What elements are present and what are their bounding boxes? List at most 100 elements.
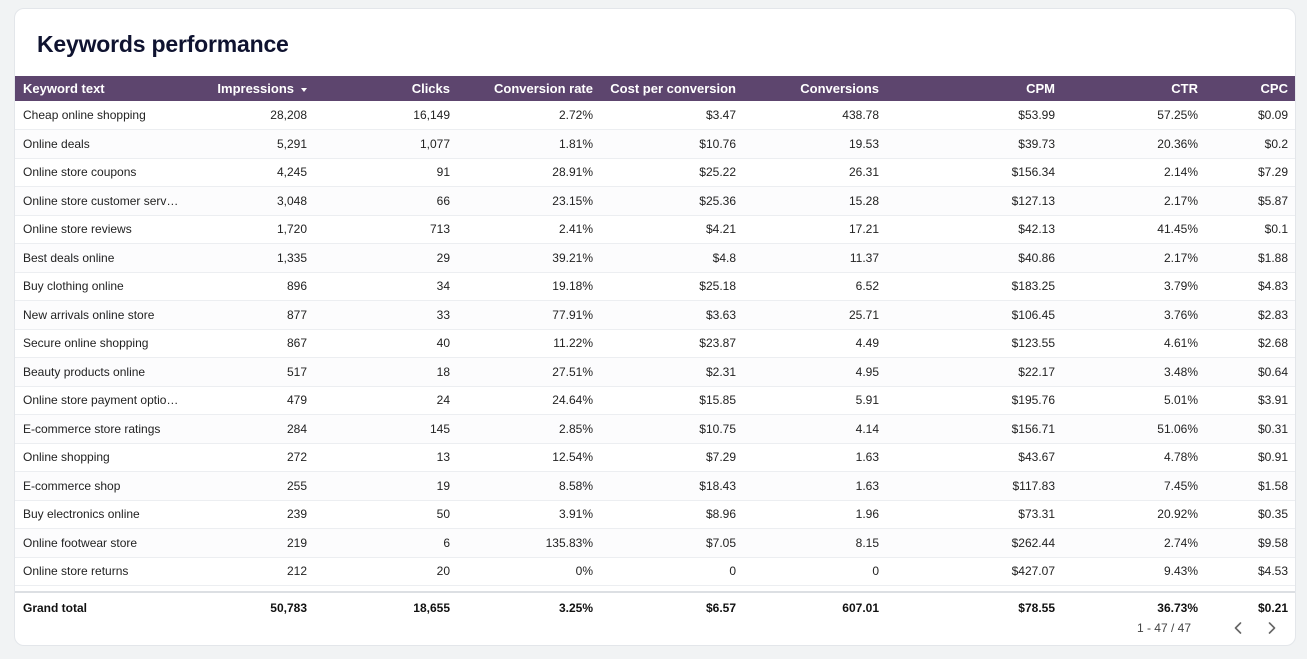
column-header-cpc[interactable]: CPC xyxy=(1206,76,1295,101)
cell-cost-per-conversion: $25.22 xyxy=(601,158,744,187)
cell-ctr: 3.76% xyxy=(1063,300,1206,330)
table-row[interactable]: Beauty products online 517 18 27.51% $2.31 4.… xyxy=(15,357,1295,387)
cell-keyword-text: Online footwear store xyxy=(15,528,193,558)
table-row[interactable]: Secure online shopping 867 40 11.22% $23.87 4… xyxy=(15,329,1295,358)
cell-cost-per-conversion: $2.31 xyxy=(601,357,744,387)
cell-conversion-rate: 19.18% xyxy=(458,272,601,301)
cell-conversion-rate: 28.91% xyxy=(458,158,601,187)
table-row[interactable]: Online shopping 272 13 12.54% $7.29 1.63 $43.6… xyxy=(15,443,1295,472)
table-row[interactable]: Buy electronics online 239 50 3.91% $8.96 1.9… xyxy=(15,500,1295,529)
cell-clicks: 713 xyxy=(315,215,458,244)
column-header-conversion-rate[interactable]: Conversion rate xyxy=(458,76,601,101)
cell-conversions: 19.53 xyxy=(744,129,887,159)
table-row[interactable]: New arrivals online store 877 33 77.91% $3.6… xyxy=(15,300,1295,330)
cell-conversion-rate: 11.22% xyxy=(458,329,601,358)
cell-cpm: $106.45 xyxy=(887,300,1063,330)
total-cost-per-conversion: $6.57 xyxy=(601,590,744,620)
table-row[interactable]: Online store returns 212 20 0% 0 0 $427.07 9.43… xyxy=(15,557,1295,586)
cell-clicks: 91 xyxy=(315,158,458,187)
cell-cost-per-conversion: $3.63 xyxy=(601,300,744,330)
cell-ctr: 41.45% xyxy=(1063,215,1206,244)
table-row[interactable]: E-commerce shop 255 19 8.58% $18.43 1.63 $117.… xyxy=(15,471,1295,501)
cell-cpc: $0.91 xyxy=(1206,443,1295,472)
column-header-label: Keyword text xyxy=(23,81,105,96)
pagination-range: 1 - 47 / 47 xyxy=(1136,621,1191,635)
cell-cost-per-conversion: $25.18 xyxy=(601,272,744,301)
table-header-row: Keyword text Impressions Clicks Conversi… xyxy=(15,76,1295,101)
cell-ctr: 51.06% xyxy=(1063,414,1206,444)
sort-descending-icon[interactable] xyxy=(301,87,307,92)
table-row[interactable]: Online store reviews 1,720 713 2.41% $4.21 17… xyxy=(15,215,1295,244)
total-conversion-rate: 3.25% xyxy=(458,590,601,620)
cell-conversion-rate: 2.72% xyxy=(458,101,601,130)
table-row[interactable]: Cheap online shopping 28,208 16,149 2.72% $3… xyxy=(15,101,1295,130)
cell-cpm: $195.76 xyxy=(887,386,1063,415)
table-row[interactable]: Online deals 5,291 1,077 1.81% $10.76 19.53 $3… xyxy=(15,129,1295,159)
chevron-right-icon[interactable] xyxy=(1263,619,1281,637)
cell-keyword-text: Online deals xyxy=(15,129,193,159)
table-row[interactable]: Buy clothing online 896 34 19.18% $25.18 6.52… xyxy=(15,272,1295,301)
cell-cost-per-conversion: $10.76 xyxy=(601,129,744,159)
cell-cpc: $0.31 xyxy=(1206,414,1295,444)
cell-impressions: 5,291 xyxy=(193,129,315,159)
cell-clicks: 33 xyxy=(315,300,458,330)
cell-clicks: 13 xyxy=(315,443,458,472)
table-row[interactable]: Online footwear store 219 6 135.83% $7.05 8.1… xyxy=(15,528,1295,558)
cell-cpm: $156.71 xyxy=(887,414,1063,444)
column-header-cpm[interactable]: CPM xyxy=(887,76,1063,101)
keywords-performance-card: Keywords performance Keyword text Impres… xyxy=(14,8,1296,646)
cell-keyword-text: Online store customer serv… xyxy=(15,186,193,216)
cell-impressions: 4,245 xyxy=(193,158,315,187)
table-row[interactable]: Best deals online 1,335 29 39.21% $4.8 11.37 $… xyxy=(15,243,1295,273)
cell-conversion-rate: 24.64% xyxy=(458,386,601,415)
column-header-label: Clicks xyxy=(411,81,450,96)
column-header-keyword-text[interactable]: Keyword text xyxy=(15,76,193,101)
cell-conversions: 8.15 xyxy=(744,528,887,558)
cell-conversion-rate: 1.81% xyxy=(458,129,601,159)
chevron-left-icon[interactable] xyxy=(1229,619,1247,637)
cell-ctr: 4.61% xyxy=(1063,329,1206,358)
cell-conversion-rate: 8.58% xyxy=(458,471,601,501)
table-row[interactable]: Online store customer serv… 3,048 66 23.15%… xyxy=(15,186,1295,216)
cell-conversion-rate: 2.85% xyxy=(458,414,601,444)
cell-cpc: $5.87 xyxy=(1206,186,1295,216)
cell-impressions: 1,720 xyxy=(193,215,315,244)
column-header-conversions[interactable]: Conversions xyxy=(744,76,887,101)
table-row[interactable]: Online store coupons 4,245 91 28.91% $25.22 2… xyxy=(15,158,1295,187)
cell-impressions: 212 xyxy=(193,557,315,586)
cell-impressions: 1,335 xyxy=(193,243,315,273)
cell-ctr: 2.17% xyxy=(1063,243,1206,273)
total-cpc: $0.21 xyxy=(1206,590,1295,620)
table-row[interactable]: Online store payment optio… 479 24 24.64% $1… xyxy=(15,386,1295,415)
cell-cost-per-conversion: $4.8 xyxy=(601,243,744,273)
cell-ctr: 3.48% xyxy=(1063,357,1206,387)
cell-ctr: 2.14% xyxy=(1063,158,1206,187)
column-header-cost-per-conversion[interactable]: Cost per conversion xyxy=(601,76,744,101)
cell-cpm: $123.55 xyxy=(887,329,1063,358)
cell-keyword-text: Online store reviews xyxy=(15,215,193,244)
cell-cpm: $40.86 xyxy=(887,243,1063,273)
table-body: Cheap online shopping 28,208 16,149 2.72% $3… xyxy=(15,101,1295,586)
cell-keyword-text: Online store returns xyxy=(15,557,193,586)
table-row[interactable]: E-commerce store ratings 284 145 2.85% $10.7… xyxy=(15,414,1295,444)
cell-clicks: 145 xyxy=(315,414,458,444)
grand-total-row: Grand total 50,783 18,655 3.25% $6.57 60… xyxy=(15,590,1295,620)
cell-impressions: 272 xyxy=(193,443,315,472)
cell-cpc: $4.53 xyxy=(1206,557,1295,586)
cell-impressions: 239 xyxy=(193,500,315,529)
cell-cpm: $262.44 xyxy=(887,528,1063,558)
cell-ctr: 3.79% xyxy=(1063,272,1206,301)
column-header-clicks[interactable]: Clicks xyxy=(315,76,458,101)
cell-conversions: 15.28 xyxy=(744,186,887,216)
column-header-impressions[interactable]: Impressions xyxy=(193,76,315,101)
cell-keyword-text: E-commerce shop xyxy=(15,471,193,501)
cell-conversion-rate: 77.91% xyxy=(458,300,601,330)
cell-clicks: 29 xyxy=(315,243,458,273)
cell-clicks: 6 xyxy=(315,528,458,558)
cell-ctr: 20.92% xyxy=(1063,500,1206,529)
column-header-ctr[interactable]: CTR xyxy=(1063,76,1206,101)
cell-conversions: 0 xyxy=(744,557,887,586)
total-clicks: 18,655 xyxy=(315,590,458,620)
column-header-label: CPM xyxy=(1026,81,1055,96)
cell-cpc: $1.88 xyxy=(1206,243,1295,273)
